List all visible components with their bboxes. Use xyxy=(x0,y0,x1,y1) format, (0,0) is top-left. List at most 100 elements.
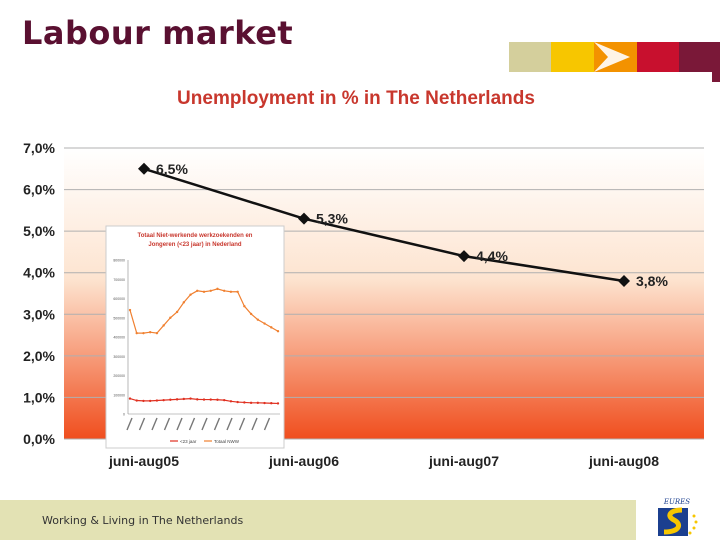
y-tick-label: 1,0% xyxy=(23,389,55,405)
inset-point xyxy=(142,331,145,335)
y-tick-label: 4,0% xyxy=(23,265,55,281)
inset-y-tick-label: 800000 xyxy=(113,259,125,263)
inset-point xyxy=(249,312,253,316)
inset-point xyxy=(162,398,165,402)
data-label: 6,5% xyxy=(156,161,188,177)
inset-point xyxy=(243,305,246,308)
inset-point xyxy=(155,399,159,402)
deco-arrow-icon xyxy=(594,42,630,72)
data-point xyxy=(138,162,150,175)
inset-point xyxy=(196,398,199,401)
slide-title: Labour market xyxy=(22,14,294,52)
inset-point xyxy=(135,331,138,335)
inset-point xyxy=(209,289,212,292)
inset-point xyxy=(222,398,226,402)
x-tick-label: juni-aug07 xyxy=(428,453,499,469)
x-tick-label: juni-aug06 xyxy=(268,453,339,469)
inset-point xyxy=(155,331,159,335)
svg-text:EURES: EURES xyxy=(663,498,690,506)
inset-x-tick xyxy=(163,417,171,431)
inset-point xyxy=(189,397,192,400)
inset-x-tick xyxy=(238,417,246,431)
inset-y-tick-label: 100000 xyxy=(113,393,125,397)
inset-point xyxy=(182,301,186,304)
inset-point xyxy=(276,330,280,333)
inset-point xyxy=(270,326,273,329)
deco-block-1 xyxy=(509,42,551,72)
inset-x-tick xyxy=(226,417,233,431)
y-tick-label: 0,0% xyxy=(23,431,55,447)
inset-legend-label: Totaal NWW xyxy=(214,439,240,444)
y-tick-label: 6,0% xyxy=(23,182,55,198)
inset-x-tick xyxy=(126,417,133,431)
inset-x-tick xyxy=(151,417,158,431)
inset-point xyxy=(189,293,192,296)
inset-point xyxy=(229,400,233,403)
inset-point xyxy=(182,397,186,401)
deco-block-5 xyxy=(679,42,720,72)
eures-logo-icon: EURES xyxy=(658,498,698,536)
chart-title: Unemployment in % in The Netherlands xyxy=(177,88,535,109)
data-point xyxy=(618,275,630,288)
inset-legend-label: <23 jaar xyxy=(180,439,197,444)
y-tick-label: 2,0% xyxy=(23,348,55,364)
inset-point xyxy=(229,290,233,293)
footer-text: Working & Living in The Netherlands xyxy=(42,514,244,527)
inset-y-tick-label: 500000 xyxy=(113,316,125,320)
y-tick-label: 5,0% xyxy=(23,223,55,239)
inset-x-tick xyxy=(138,417,146,431)
x-tick-label: juni-aug08 xyxy=(588,453,659,469)
inset-y-tick-label: 700000 xyxy=(113,278,125,282)
inset-point xyxy=(142,399,145,403)
inset-point xyxy=(263,322,266,325)
inset-x-tick xyxy=(263,417,271,431)
inset-point xyxy=(196,289,199,292)
deco-corner xyxy=(712,72,720,82)
inset-title-line1: Totaal Niet-werkende werkzoekenden en xyxy=(138,233,253,239)
inset-point xyxy=(209,398,212,401)
deco-block-2 xyxy=(551,42,594,72)
inset-point xyxy=(276,402,280,405)
footer-bar xyxy=(0,500,636,540)
inset-point xyxy=(135,399,138,402)
inset-point xyxy=(256,401,260,405)
x-tick-label: juni-aug05 xyxy=(108,453,179,469)
data-point xyxy=(298,212,310,225)
inset-point xyxy=(169,316,172,319)
inset-x-tick xyxy=(251,417,258,431)
inset-point xyxy=(162,324,165,327)
inset-y-tick-label: 400000 xyxy=(113,336,125,340)
inset-panel xyxy=(105,225,285,449)
inset-x-tick xyxy=(176,417,183,431)
inset-point xyxy=(236,400,239,404)
inset-x-tick xyxy=(188,417,196,431)
data-point xyxy=(458,250,470,263)
inset-y-tick-label: 200000 xyxy=(113,374,125,378)
inset-y-tick-label: 300000 xyxy=(113,355,125,359)
inset-y-tick-label: 600000 xyxy=(113,297,125,301)
inset-point xyxy=(236,290,239,293)
inset-point xyxy=(249,401,253,405)
inset-point xyxy=(169,398,172,401)
inset-chart: Totaal Niet-werkende werkzoekenden en Jo… xyxy=(105,225,285,449)
inset-point xyxy=(202,398,206,401)
inset-point xyxy=(263,401,266,405)
inset-point xyxy=(216,398,219,401)
deco-block-4 xyxy=(637,42,679,72)
y-tick-label: 7,0% xyxy=(23,140,55,156)
data-label: 3,8% xyxy=(636,273,668,289)
inset-point xyxy=(148,330,152,334)
inset-point xyxy=(256,318,260,321)
inset-point xyxy=(216,287,219,291)
inset-point xyxy=(222,289,226,292)
inset-x-tick xyxy=(213,417,221,431)
inset-point xyxy=(128,397,132,400)
inset-point xyxy=(270,402,273,405)
inset-point xyxy=(243,401,246,404)
data-label: 5,3% xyxy=(316,211,348,227)
inset-point xyxy=(202,290,206,293)
inset-point xyxy=(148,399,152,403)
inset-x-tick xyxy=(201,417,208,431)
inset-point xyxy=(128,308,132,312)
